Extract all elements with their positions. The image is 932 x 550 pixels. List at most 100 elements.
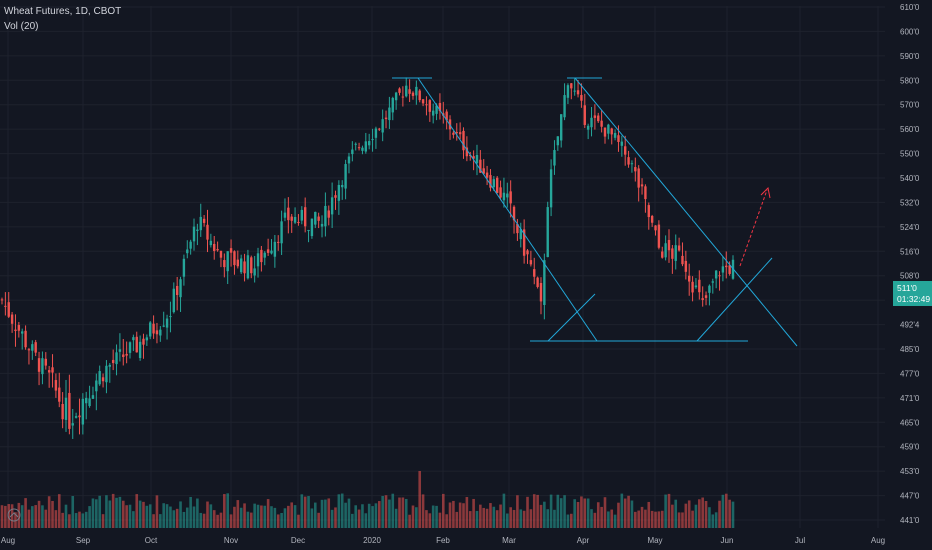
volume-bar (593, 512, 597, 528)
candle-body (361, 147, 364, 151)
candle-body (691, 281, 694, 293)
volume-bar (324, 499, 327, 528)
forecast-arrow[interactable] (739, 189, 768, 267)
volume-bar (57, 494, 61, 528)
price-tick-label: 447'0 (900, 492, 920, 501)
candle-body (34, 342, 37, 353)
volume-bar (189, 496, 192, 528)
price-tick-label: 459'0 (900, 443, 920, 452)
volume-bar (623, 498, 627, 528)
candle-body (556, 136, 560, 146)
candle-body (111, 359, 115, 364)
volume-bar (290, 502, 294, 528)
volume-bar (256, 504, 260, 528)
volume-bar (169, 506, 172, 528)
volume-bar (421, 494, 425, 528)
price-tick-label: 540'0 (900, 174, 920, 183)
volume-bar (61, 512, 64, 528)
volume-bar (24, 498, 27, 528)
time-tick-label: Jun (721, 536, 734, 545)
drawings[interactable] (392, 77, 798, 347)
trendline-descending-1[interactable] (417, 77, 598, 342)
candle-body (458, 132, 462, 135)
candle-body (155, 330, 159, 335)
volume-bar (492, 506, 496, 528)
volume-bar (7, 504, 11, 528)
volume-bar (539, 504, 543, 528)
volume-bar (438, 512, 442, 528)
volume-bar (529, 509, 533, 528)
volume-bar (563, 495, 566, 528)
volume-bar (441, 493, 445, 528)
candle-body (688, 275, 691, 282)
candle-body (10, 314, 14, 324)
candle-body (546, 207, 549, 258)
candle-body (71, 423, 74, 426)
volume-bar (280, 512, 283, 528)
volume-bar (293, 505, 297, 528)
legend-volume[interactable]: Vol (20) (4, 21, 39, 32)
price-tick-label: 453'0 (900, 467, 920, 476)
volume-bar (570, 513, 573, 528)
candle-body (219, 250, 223, 258)
candle-body (314, 211, 317, 225)
volume-bar (361, 504, 364, 528)
trendline-rising-1[interactable] (547, 293, 596, 342)
candle-body (41, 358, 44, 375)
volume-bar (4, 505, 7, 528)
trendline-descending-2[interactable] (574, 77, 798, 347)
time-tick-label: Dec (291, 536, 305, 545)
price-tick-label: 550'0 (900, 150, 920, 159)
volume-bar (522, 510, 526, 528)
candle-body (246, 255, 250, 279)
candle-body (159, 329, 162, 336)
volume-bar (125, 505, 128, 528)
volume-bar (590, 509, 593, 528)
volume-bar (620, 493, 624, 528)
legend-symbol[interactable]: Wheat Futures, 1D, CBOT (4, 6, 122, 17)
candle-body (462, 130, 465, 151)
volume-bar (721, 494, 725, 528)
candle-body (664, 243, 667, 258)
volume-bar (381, 495, 384, 528)
candle-body (216, 249, 219, 251)
volume-bar (165, 504, 169, 528)
trendline-rising-2[interactable] (696, 257, 773, 342)
candle-body (47, 370, 51, 373)
candle-body (603, 127, 607, 137)
volume-bar (91, 498, 95, 528)
volume-bar (98, 495, 101, 528)
volume-bar (51, 500, 54, 528)
time-axis[interactable]: Aug Sep Oct Nov Dec 2020 Feb Mar Apr May Jun Jul Aug (1, 536, 885, 545)
volume-bar (303, 496, 307, 528)
candle-body (698, 279, 701, 293)
candle-body (7, 302, 10, 317)
volume-bar (276, 514, 280, 528)
candle-body (455, 132, 458, 134)
candle-body (570, 83, 573, 89)
candle-body (310, 218, 314, 237)
volume-bar (634, 511, 637, 528)
volume-bar (88, 506, 91, 528)
volume-bar (327, 498, 331, 528)
candle-body (61, 403, 64, 420)
price-tick-label: 580'0 (900, 76, 920, 85)
candle-body (239, 258, 243, 273)
candle-body (128, 342, 132, 353)
price-axis[interactable]: 610'0 600'0 590'0 580'0 570'0 560'0 550'0 540'0… (900, 3, 920, 525)
price-tick-label: 471'0 (900, 394, 920, 403)
candle-body (149, 322, 152, 337)
candle-body (694, 285, 698, 288)
time-tick-label: Apr (577, 536, 590, 545)
candle-body (81, 398, 85, 425)
candle-body (202, 218, 206, 223)
price-tick-label: 441'0 (900, 516, 920, 525)
volume-bar (431, 505, 435, 528)
volume-bar (701, 497, 704, 528)
candle-body (593, 115, 597, 118)
candle-body (624, 146, 627, 155)
volume-indicator-collapse[interactable] (7, 508, 21, 522)
candle-body (293, 216, 297, 223)
